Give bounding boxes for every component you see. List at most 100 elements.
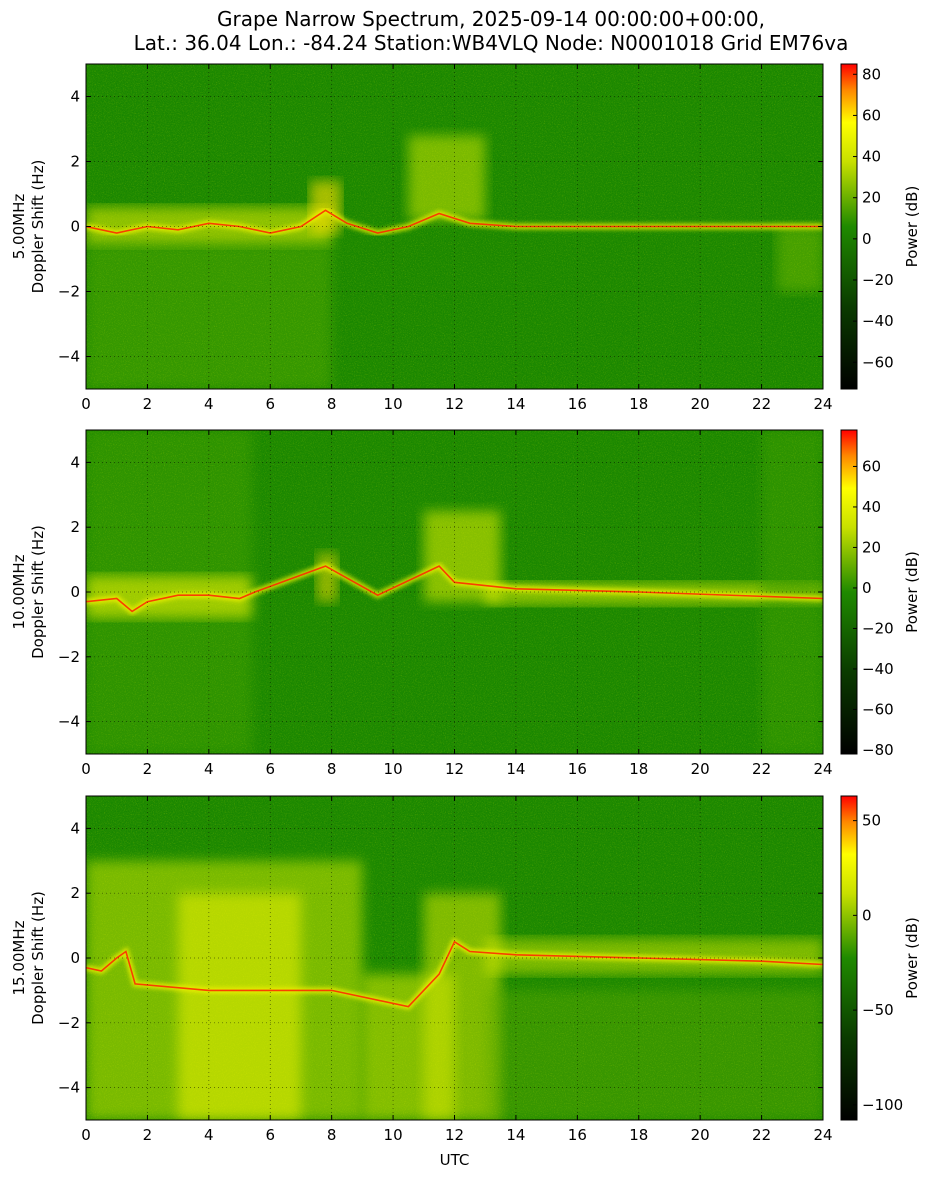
colorbar: 80 60 40 20 0 −20 −40 −60 Power (dB) — [840, 63, 921, 390]
trace-line — [86, 940, 823, 1008]
colorbar-tick-label-40: 40 — [862, 148, 881, 166]
x-tick-label-6: 6 — [265, 395, 275, 413]
chart-title-line1: Grape Narrow Spectrum, 2025-09-14 00:00:… — [217, 7, 765, 31]
x-tick-label-12: 12 — [445, 395, 464, 413]
colorbar: 50 0 −50 −100 Power (dB) — [840, 795, 921, 1121]
trace-line — [86, 209, 823, 234]
x-tick-label-12: 12 — [445, 1126, 464, 1144]
x-tick-label-0: 0 — [81, 760, 91, 778]
x-tick-label-14: 14 — [506, 395, 525, 413]
y-axis-label-line1: 10.00MHz — [10, 554, 28, 629]
y-tick-label-4: 4 — [70, 819, 80, 837]
x-tick-label-4: 4 — [204, 1126, 214, 1144]
x-tick-label-8: 8 — [327, 760, 337, 778]
colorbar-label: Power (dB) — [903, 551, 921, 633]
colorbar-tick-label-60: 60 — [862, 457, 881, 475]
y-tick-label-0: 0 — [70, 218, 80, 236]
x-tick-label-0: 0 — [81, 395, 91, 413]
colorbar-gradient — [840, 795, 858, 1121]
colorbar-tick-label-20: 20 — [862, 538, 881, 556]
heatmap-area — [86, 64, 823, 389]
x-tick-label-6: 6 — [265, 1126, 275, 1144]
y-tick-label-2: 2 — [70, 518, 80, 536]
x-tick-label-22: 22 — [752, 395, 771, 413]
y-axis-label-line2: Doppler Shift (Hz) — [29, 160, 47, 294]
x-tick-label-8: 8 — [327, 395, 337, 413]
y-tick-label--2: −2 — [58, 283, 80, 301]
x-tick-label-8: 8 — [327, 1126, 337, 1144]
x-axis-label: UTC — [440, 1151, 470, 1169]
x-tick-label-16: 16 — [568, 1126, 587, 1144]
colorbar-tick-label-0: 0 — [862, 579, 872, 597]
y-tick-label-2: 2 — [70, 153, 80, 171]
y-axis-label-line1: 15.00MHz — [10, 920, 28, 995]
y-tick-label--2: −2 — [58, 1014, 80, 1032]
x-tick-label-18: 18 — [629, 395, 648, 413]
x-tick-label-22: 22 — [752, 1126, 771, 1144]
colorbar-tick-label--80: −80 — [862, 741, 894, 759]
colorbar-tick-label-0: 0 — [862, 906, 872, 924]
colorbar-tick-label--60: −60 — [862, 700, 894, 718]
colorbar-tick-label-20: 20 — [862, 189, 881, 207]
y-axis-label-line2: Doppler Shift (Hz) — [29, 525, 47, 659]
x-tick-label-6: 6 — [265, 760, 275, 778]
chart-title-line2: Lat.: 36.04 Lon.: -84.24 Station:WB4VLQ … — [134, 31, 849, 55]
x-tick-label-20: 20 — [691, 395, 710, 413]
colorbar-tick-label--20: −20 — [862, 271, 894, 289]
y-axis-label-line1: 5.00MHz — [10, 194, 28, 260]
y-tick-label-0: 0 — [70, 583, 80, 601]
x-tick-label-14: 14 — [506, 1126, 525, 1144]
x-tick-label-16: 16 — [568, 395, 587, 413]
x-tick-label-24: 24 — [813, 1126, 832, 1144]
heatmap-area — [86, 796, 823, 1120]
colorbar-tick-label--20: −20 — [862, 619, 894, 637]
x-tick-label-10: 10 — [384, 395, 403, 413]
y-tick-label--2: −2 — [58, 648, 80, 666]
colorbar-tick-label--40: −40 — [862, 312, 894, 330]
colorbar: 60 40 20 0 −20 −40 −60 −80 Power (dB) — [840, 429, 921, 759]
x-tick-label-16: 16 — [568, 760, 587, 778]
colorbar-label: Power (dB) — [903, 917, 921, 999]
heatmap-area — [86, 430, 823, 754]
x-tick-label-4: 4 — [204, 395, 214, 413]
y-axis-label-line2: Doppler Shift (Hz) — [29, 891, 47, 1025]
x-tick-label-4: 4 — [204, 760, 214, 778]
x-tick-label-22: 22 — [752, 760, 771, 778]
x-tick-label-2: 2 — [143, 1126, 153, 1144]
x-tick-label-12: 12 — [445, 760, 464, 778]
y-tick-label--4: −4 — [58, 1079, 80, 1097]
x-tick-label-10: 10 — [384, 1126, 403, 1144]
y-tick-label-2: 2 — [70, 884, 80, 902]
colorbar-tick-label-60: 60 — [862, 106, 881, 124]
colorbar-tick-label--40: −40 — [862, 660, 894, 678]
x-tick-label-14: 14 — [506, 760, 525, 778]
y-tick-label-4: 4 — [70, 453, 80, 471]
colorbar-tick-label--60: −60 — [862, 353, 894, 371]
x-tick-label-24: 24 — [813, 760, 832, 778]
colorbar-tick-label-40: 40 — [862, 498, 881, 516]
x-tick-label-2: 2 — [143, 395, 153, 413]
x-tick-label-10: 10 — [384, 760, 403, 778]
y-tick-label-0: 0 — [70, 949, 80, 967]
x-tick-label-2: 2 — [143, 760, 153, 778]
x-tick-label-0: 0 — [81, 1126, 91, 1144]
x-tick-label-20: 20 — [691, 760, 710, 778]
x-tick-label-18: 18 — [629, 760, 648, 778]
colorbar-gradient — [840, 429, 858, 755]
colorbar-tick-label-80: 80 — [862, 65, 881, 83]
y-tick-label--4: −4 — [58, 713, 80, 731]
x-tick-label-24: 24 — [813, 395, 832, 413]
x-tick-label-18: 18 — [629, 1126, 648, 1144]
colorbar-tick-label--100: −100 — [862, 1096, 903, 1114]
colorbar-tick-label--50: −50 — [862, 1001, 894, 1019]
y-tick-label-4: 4 — [70, 88, 80, 106]
x-tick-label-20: 20 — [691, 1126, 710, 1144]
colorbar-tick-label-50: 50 — [862, 812, 881, 830]
colorbar-label: Power (dB) — [903, 186, 921, 268]
